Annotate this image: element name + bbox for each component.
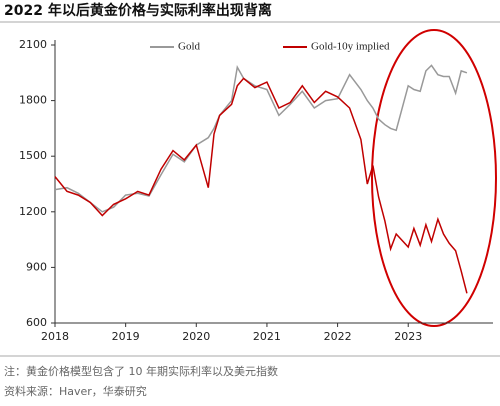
x-tick-label: 2020: [182, 330, 210, 343]
legend-label: Gold: [178, 41, 201, 53]
series-line: [54, 77, 468, 294]
highlight-ellipse: [371, 29, 497, 327]
source: 资料来源：Haver，华泰研究: [4, 384, 147, 398]
series-line: [54, 64, 468, 213]
legend-label: Gold-10y implied: [311, 41, 390, 53]
y-tick-label: 1800: [19, 94, 47, 107]
y-tick-label: 1500: [19, 149, 47, 162]
x-tick-label: 2019: [112, 330, 140, 343]
y-tick-label: 600: [26, 316, 47, 329]
x-tick-label: 2022: [324, 330, 352, 343]
x-tick-label: 2021: [253, 330, 281, 343]
x-tick-label: 2023: [394, 330, 422, 343]
y-tick-label: 2100: [19, 38, 47, 51]
note: 注：黄金价格模型包含了 10 年期实际利率以及美元指数: [4, 364, 278, 378]
y-tick-label: 900: [26, 260, 47, 273]
x-tick-label: 2018: [41, 330, 69, 343]
chart-title: 2022 年以后黄金价格与实际利率出现背离: [4, 2, 272, 19]
y-tick-label: 1200: [19, 205, 47, 218]
